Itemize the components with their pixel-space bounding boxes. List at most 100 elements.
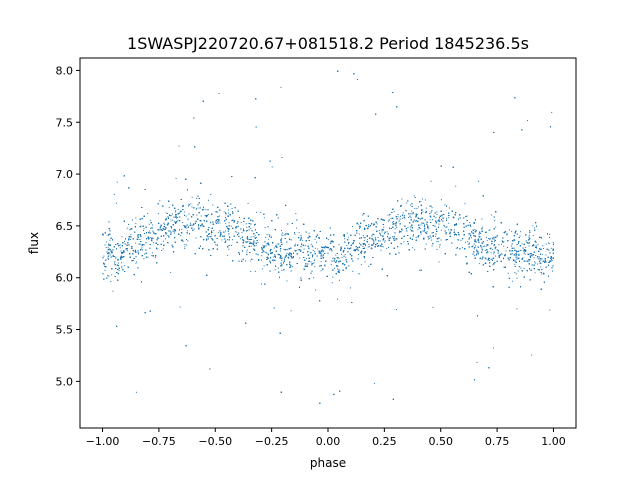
scatter-point [196, 207, 198, 209]
scatter-point [239, 238, 241, 240]
scatter-point [507, 272, 509, 274]
scatter-point [415, 236, 417, 238]
scatter-point [155, 256, 157, 258]
scatter-point [269, 270, 271, 272]
scatter-point [505, 250, 507, 252]
scatter-point [419, 227, 421, 229]
scatter-point [266, 234, 268, 236]
scatter-point [337, 257, 339, 259]
scatter-point [524, 253, 526, 255]
scatter-point [436, 248, 438, 250]
scatter-point [470, 237, 472, 239]
scatter-point [532, 235, 534, 237]
scatter-point [228, 209, 230, 211]
scatter-point [114, 262, 116, 264]
scatter-point [174, 229, 176, 230]
scatter-point [394, 239, 396, 241]
scatter-point [165, 238, 167, 240]
scatter-point [541, 273, 543, 275]
scatter-point [360, 264, 362, 266]
scatter-point [227, 254, 229, 256]
scatter-point [337, 298, 338, 300]
scatter-point [527, 120, 528, 121]
scatter-point [476, 361, 478, 363]
scatter-point [511, 253, 513, 255]
scatter-point [503, 266, 505, 268]
scatter-point [375, 238, 377, 240]
scatter-point [314, 251, 316, 253]
scatter-point [310, 261, 312, 263]
scatter-point [515, 252, 517, 254]
scatter-point [315, 289, 317, 291]
scatter-point [327, 239, 329, 241]
scatter-point [245, 223, 247, 225]
scatter-point [520, 267, 522, 269]
scatter-point [440, 229, 442, 231]
scatter-point [398, 231, 400, 233]
scatter-point [135, 391, 137, 393]
scatter-point [228, 212, 229, 214]
scatter-point [299, 240, 301, 241]
scatter-point [107, 275, 109, 277]
scatter-point [239, 217, 240, 219]
scatter-point [303, 248, 305, 250]
scatter-point [114, 261, 116, 263]
scatter-point [484, 250, 486, 251]
scatter-point [196, 214, 198, 216]
scatter-point [256, 236, 258, 238]
scatter-point [380, 235, 382, 237]
scatter-point [368, 246, 370, 248]
scatter-point [287, 256, 289, 258]
scatter-point [141, 246, 143, 248]
scatter-point [393, 211, 395, 213]
scatter-point [286, 252, 288, 254]
scatter-point [399, 231, 401, 233]
scatter-point [232, 239, 233, 241]
scatter-point [331, 250, 333, 252]
scatter-point [416, 213, 418, 215]
scatter-point [188, 213, 190, 215]
scatter-point [209, 233, 210, 234]
scatter-point [191, 196, 193, 198]
scatter-point [400, 215, 401, 217]
scatter-point [246, 249, 248, 251]
scatter-point [301, 239, 303, 241]
scatter-point [153, 242, 155, 244]
scatter-point [469, 246, 470, 248]
scatter-point [279, 257, 281, 259]
scatter-point [518, 250, 520, 252]
scatter-point [548, 242, 550, 244]
scatter-point [345, 256, 347, 258]
scatter-point [461, 247, 463, 249]
scatter-point [540, 266, 542, 268]
scatter-point [104, 269, 106, 271]
scatter-point [406, 210, 408, 212]
scatter-point [478, 263, 480, 265]
scatter-point [548, 243, 550, 244]
scatter-point [549, 309, 551, 311]
scatter-point [431, 239, 433, 241]
scatter-point [426, 223, 428, 225]
scatter-point [421, 222, 423, 224]
scatter-point [265, 236, 267, 238]
scatter-point [344, 241, 345, 243]
scatter-point [448, 229, 450, 231]
scatter-point [290, 239, 292, 241]
scatter-point [250, 270, 252, 272]
scatter-point [523, 268, 525, 269]
scatter-point [472, 245, 474, 247]
scatter-point [426, 230, 428, 232]
scatter-point [411, 210, 413, 212]
scatter-point [362, 246, 364, 247]
scatter-point [107, 235, 109, 236]
scatter-point [185, 215, 187, 217]
scatter-point [404, 209, 406, 211]
scatter-point [474, 255, 475, 257]
scatter-point [320, 255, 322, 257]
scatter-point [489, 239, 491, 240]
scatter-point [281, 234, 283, 236]
scatter-point [231, 244, 233, 246]
scatter-point [241, 231, 243, 233]
scatter-point [444, 225, 445, 227]
scatter-point [190, 203, 192, 205]
